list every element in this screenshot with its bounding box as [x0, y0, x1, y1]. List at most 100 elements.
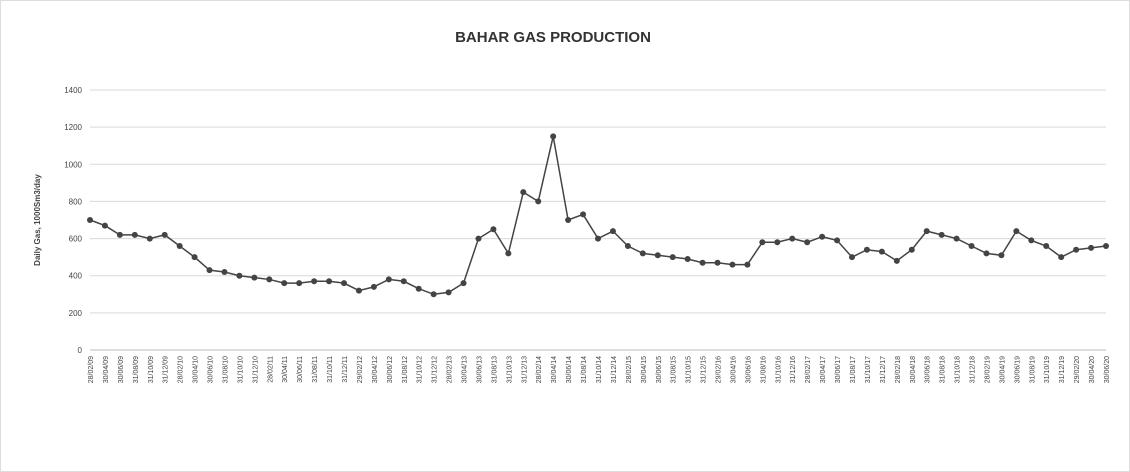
- x-tick-label: 28/02/17: [805, 356, 812, 383]
- x-tick-label: 30/06/11: [297, 356, 304, 383]
- data-point: [161, 231, 168, 238]
- x-tick-label: 28/02/18: [895, 356, 902, 383]
- data-point: [296, 280, 303, 287]
- x-tick-label: 31/12/17: [880, 356, 887, 383]
- x-tick-label: 31/10/12: [417, 356, 424, 383]
- x-tick-label: 29/02/16: [716, 356, 723, 383]
- x-tick-label: 31/12/16: [790, 356, 797, 383]
- x-tick-label: 30/06/14: [566, 356, 573, 383]
- x-tick-label: 31/08/11: [312, 356, 319, 383]
- data-point: [475, 235, 482, 242]
- data-point: [878, 248, 885, 255]
- x-tick-label: 30/06/18: [925, 356, 932, 383]
- data-point: [1103, 243, 1109, 249]
- data-point: [1088, 244, 1095, 251]
- y-tick-label: 1400: [64, 86, 82, 95]
- x-tick-label: 31/12/10: [252, 356, 259, 383]
- data-point: [370, 283, 377, 290]
- data-point: [311, 278, 318, 285]
- x-tick-label: 31/12/11: [342, 356, 349, 383]
- x-tick-label: 31/12/13: [521, 356, 528, 383]
- data-point: [774, 239, 781, 246]
- data-point: [819, 233, 826, 240]
- data-point: [236, 272, 243, 279]
- y-tick-label: 200: [69, 309, 83, 318]
- x-tick-label: 31/12/15: [701, 356, 708, 383]
- x-tick-label: 31/08/16: [760, 356, 767, 383]
- data-point: [550, 133, 557, 140]
- x-tick-label: 30/04/17: [820, 356, 827, 383]
- data-point: [893, 257, 900, 264]
- x-tick-label: 31/10/19: [1044, 356, 1051, 383]
- data-point: [953, 235, 960, 242]
- data-point: [505, 250, 512, 257]
- data-point: [1028, 237, 1035, 244]
- x-tick-label: 31/08/19: [1029, 356, 1036, 383]
- data-point: [759, 239, 766, 246]
- x-tick-label: 28/02/11: [267, 356, 274, 383]
- x-tick-label: 30/04/18: [910, 356, 917, 383]
- x-tick-label: 31/08/15: [671, 356, 678, 383]
- data-point: [639, 250, 646, 257]
- data-point: [520, 189, 527, 196]
- data-point: [565, 217, 572, 223]
- x-tick-label: 28/02/14: [536, 356, 543, 383]
- x-tick-label: 31/08/09: [133, 356, 140, 383]
- data-point: [535, 198, 542, 205]
- y-tick-label: 400: [69, 272, 83, 281]
- data-point: [938, 231, 945, 238]
- data-point: [849, 254, 855, 261]
- x-tick-label: 31/10/11: [327, 356, 334, 383]
- data-point: [87, 217, 93, 223]
- data-point: [415, 285, 422, 292]
- data-point: [1073, 246, 1080, 253]
- x-tick-label: 28/02/10: [178, 356, 185, 383]
- x-tick-label: 30/04/13: [462, 356, 469, 383]
- data-point: [684, 256, 691, 262]
- x-tick-label: 30/06/19: [1014, 356, 1021, 383]
- data-point: [624, 243, 631, 249]
- data-point: [341, 280, 347, 287]
- data-point: [804, 239, 811, 246]
- x-tick-label: 29/02/20: [1074, 356, 1081, 383]
- data-point: [789, 235, 796, 242]
- x-tick-label: 31/08/14: [581, 356, 588, 383]
- x-tick-label: 30/06/15: [656, 356, 663, 383]
- x-tick-label: 31/10/16: [775, 356, 782, 383]
- x-tick-label: 28/02/15: [626, 356, 633, 383]
- x-tick-label: 31/10/10: [237, 356, 244, 383]
- x-tick-label: 28/02/13: [447, 356, 454, 383]
- data-point: [1058, 254, 1065, 261]
- data-point: [251, 274, 258, 281]
- x-tick-label: 31/10/09: [148, 356, 155, 383]
- data-point: [281, 280, 288, 287]
- data-point: [131, 231, 138, 238]
- chart-title: BAHAR GAS PRODUCTION: [455, 29, 651, 46]
- data-point: [580, 211, 587, 218]
- x-tick-label: 31/12/19: [1059, 356, 1066, 383]
- x-tick-label: 30/04/09: [103, 356, 110, 383]
- data-point: [669, 254, 676, 261]
- x-tick-label: 30/06/13: [476, 356, 483, 383]
- data-point: [744, 261, 751, 268]
- data-point: [355, 287, 362, 294]
- data-point: [400, 278, 407, 285]
- data-point: [1043, 243, 1050, 249]
- data-point: [834, 237, 841, 244]
- data-point: [490, 226, 497, 233]
- x-tick-label: 31/12/12: [432, 356, 439, 383]
- x-tick-label: 28/02/19: [984, 356, 991, 383]
- x-tick-label: 31/08/10: [222, 356, 229, 383]
- x-tick-label: 28/02/09: [88, 356, 95, 383]
- data-point: [460, 280, 467, 287]
- x-tick-label: 31/12/09: [163, 356, 170, 383]
- data-point: [983, 250, 990, 257]
- data-point: [998, 252, 1005, 259]
- data-point: [729, 261, 736, 268]
- x-tick-label: 31/08/12: [402, 356, 409, 383]
- x-tick-label: 31/08/17: [850, 356, 857, 383]
- y-tick-label: 1000: [64, 160, 82, 169]
- data-point: [595, 235, 601, 242]
